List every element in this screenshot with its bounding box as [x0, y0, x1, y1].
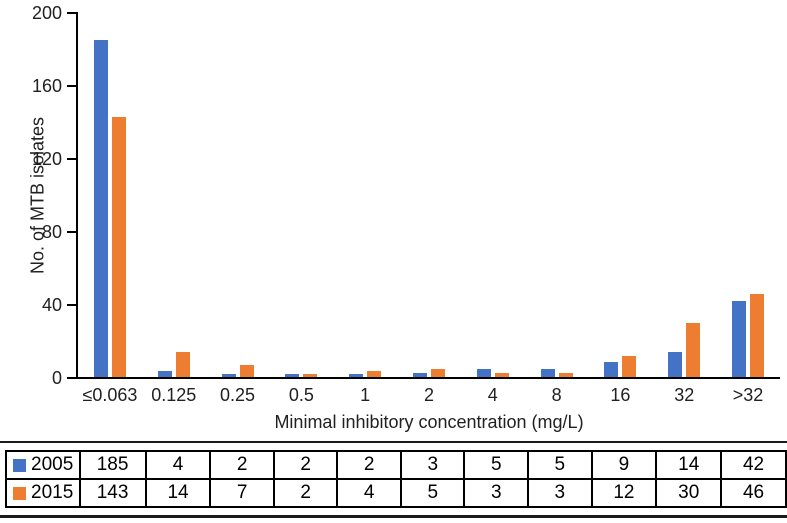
x-tick-label: 16 [610, 385, 631, 405]
y-tick-mark [67, 304, 76, 306]
table-value-cell: 14 [144, 478, 212, 508]
bar-group [716, 13, 780, 378]
bar-group [333, 13, 397, 378]
table-value-cell: 2 [272, 450, 339, 480]
table-row: 2015 143 14 7 2 4 5 3 3 12 30 46 [5, 478, 787, 508]
bar-2015 [430, 368, 445, 378]
legend-label: 2005 [31, 454, 74, 475]
table-value-cell: 3 [463, 478, 529, 508]
x-tick-label: 4 [487, 385, 498, 405]
bar-2015 [111, 117, 126, 378]
x-tick-label: >32 [732, 385, 764, 405]
x-tick-label: 8 [551, 385, 562, 405]
table-value-cell: 5 [463, 450, 529, 480]
table-bottom-rule [0, 515, 787, 518]
table-value-cell: 5 [399, 478, 466, 508]
bar-group [397, 13, 461, 378]
bar-2005 [540, 368, 555, 378]
table-value-cell: 14 [655, 450, 723, 480]
bar-2005 [221, 374, 236, 378]
legend-swatch-icon [13, 458, 26, 472]
x-tick-label: 32 [674, 385, 695, 405]
table-value-cell: 185 [78, 450, 147, 480]
table-value-cell: 9 [590, 450, 658, 480]
y-tick-label: 160 [31, 76, 62, 96]
y-tick-mark [67, 12, 76, 14]
table-value-cell: 7 [209, 478, 275, 508]
bar-2005 [668, 352, 683, 378]
bar-2015 [175, 352, 190, 378]
bar-2005 [349, 374, 364, 378]
bar-2005 [732, 301, 747, 378]
bar-group [78, 13, 142, 378]
bar-2015 [622, 356, 637, 378]
x-tick-label: 0.125 [151, 385, 197, 405]
table-value-cell: 42 [720, 450, 787, 480]
bar-group [206, 13, 270, 378]
table-value-cell: 5 [527, 450, 593, 480]
frequency-table: 2005 185 4 2 2 2 3 5 5 9 14 42 2015 143 14 7 2 4 5 3 3 12 30 46 [5, 450, 787, 508]
table-value-cell: 2 [209, 450, 275, 480]
table-value-cell: 4 [144, 450, 212, 480]
table-value-cell: 2 [336, 450, 402, 480]
table-value-cell: 143 [78, 478, 147, 508]
table-value-cell: 30 [655, 478, 723, 508]
y-tick-mark [67, 231, 76, 233]
bar-2005 [93, 40, 108, 378]
y-axis-title: No. of MTB isolates [27, 116, 48, 275]
bar-2015 [558, 372, 573, 378]
x-axis-tick-labels: ≤0.063 0.125 0.25 0.5 1 2 4 8 16 32 >32 [78, 385, 780, 406]
y-tick-label: 120 [31, 149, 62, 169]
x-tick-label: 1 [360, 385, 371, 405]
table-top-rule [0, 441, 787, 443]
y-tick-mark [67, 377, 76, 379]
bar-2015 [494, 372, 509, 378]
y-tick-mark [67, 85, 76, 87]
x-axis-title: Minimal inhibitory concentration (mg/L) [274, 412, 584, 432]
bar-2015 [750, 294, 765, 378]
y-tick-label: 0 [51, 368, 62, 388]
bar-2005 [604, 361, 619, 378]
bar-2015 [303, 374, 318, 378]
bar-group [461, 13, 525, 378]
bar-group [652, 13, 716, 378]
table-row: 2005 185 4 2 2 2 3 5 5 9 14 42 [5, 450, 787, 480]
bar-group [142, 13, 206, 378]
table-value-cell: 46 [720, 478, 787, 508]
table-value-cell: 3 [399, 450, 466, 480]
legend-cell-2005: 2005 [5, 450, 81, 480]
bar-2005 [157, 370, 172, 378]
x-tick-label: ≤0.063 [82, 385, 138, 405]
bar-2005 [476, 368, 491, 378]
bar-2015 [686, 323, 701, 378]
y-tick-label: 40 [41, 295, 62, 315]
table-value-cell: 2 [272, 478, 339, 508]
table-value-cell: 3 [527, 478, 593, 508]
bar-2015 [367, 370, 382, 378]
legend-label: 2015 [31, 482, 74, 503]
plot-area [78, 13, 780, 378]
bar-2015 [239, 365, 254, 378]
y-tick-label: 200 [31, 3, 62, 23]
table-value-cell: 4 [336, 478, 402, 508]
y-tick-mark [67, 158, 76, 160]
bar-2005 [285, 374, 300, 378]
bar-group [589, 13, 653, 378]
x-tick-label: 0.25 [220, 385, 256, 405]
y-tick-label: 80 [41, 222, 62, 242]
table-value-cell: 12 [590, 478, 658, 508]
legend-swatch-icon [13, 486, 26, 500]
bar-group [269, 13, 333, 378]
legend-cell-2015: 2015 [5, 478, 81, 508]
y-axis-line [76, 12, 78, 379]
x-axis-line [76, 377, 780, 379]
x-tick-label: 2 [423, 385, 434, 405]
bar-2005 [412, 372, 427, 378]
x-tick-label: 0.5 [288, 385, 314, 405]
bar-group [525, 13, 589, 378]
